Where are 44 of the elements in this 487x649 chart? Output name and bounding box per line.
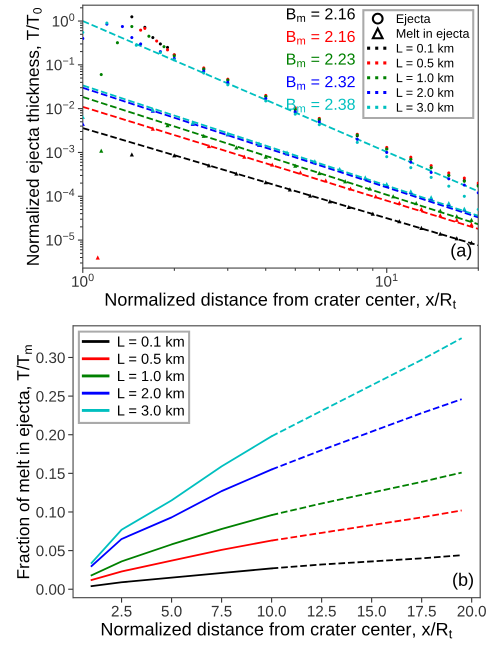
annotation: Ejecta xyxy=(396,14,431,26)
y-tick-label: 0.30 xyxy=(36,352,65,364)
annotation: B$_{m}$ = 2.23 xyxy=(287,53,355,68)
y-axis-title: Fraction of melt in ejecta, T/T$_{m}$ xyxy=(16,345,33,578)
x-tick-label: 7.5 xyxy=(212,606,232,617)
y-tick-label: 10$^{−2}$ xyxy=(46,101,74,114)
legend-label: L = 1.0 km xyxy=(396,73,454,82)
x-tick-label: 10$^{1}$ xyxy=(376,274,398,287)
annotation: B$_{m}$ = 2.16 xyxy=(287,30,355,45)
x-tick-label: 12.5 xyxy=(308,606,336,617)
y-tick-label: 0.25 xyxy=(36,390,65,402)
y-tick-label: 10$^{−1}$ xyxy=(46,57,74,70)
x-axis-title: Normalized distance from crater center, x/R$_{t}$ xyxy=(106,292,456,309)
y-tick-label: 0.20 xyxy=(36,430,65,440)
y-tick-label: 0.00 xyxy=(36,584,65,595)
x-tick-label: 5.0 xyxy=(162,606,182,617)
legend-label: L = 0.5 km xyxy=(396,58,454,68)
annotation: B$_{m}$ = 2.32 xyxy=(287,76,355,90)
annotation: Melt in ejecta xyxy=(396,28,470,40)
legend-label: L = 3.0 km xyxy=(118,404,184,416)
legend-label: L = 1.0 km xyxy=(118,370,184,382)
y-tick-label: 0.15 xyxy=(36,468,65,480)
legend-label: L = 2.0 km xyxy=(396,88,454,98)
x-tick-label: 10.0 xyxy=(258,606,286,617)
y-tick-label: 0.05 xyxy=(36,545,65,556)
x-tick-label: 15.0 xyxy=(358,606,386,617)
x-tick-label: 2.5 xyxy=(112,606,132,617)
y-tick-label: 10$^{−4}$ xyxy=(46,188,74,202)
annotation: (a) xyxy=(451,243,472,260)
x-tick-label: 20.0 xyxy=(458,606,486,617)
legend-label: L = 2.0 km xyxy=(118,388,184,398)
x-tick-label: 17.5 xyxy=(408,606,436,617)
legend-label: L = 0.5 km xyxy=(118,353,184,364)
x-axis-title: Normalized distance from crater center, x/R$_{t}$ xyxy=(102,622,452,638)
legend-label: L = 3.0 km xyxy=(396,102,454,112)
annotation: (b) xyxy=(453,572,473,590)
y-tick-label: 0.10 xyxy=(36,506,65,518)
legend-label: L = 0.1 km xyxy=(396,43,454,53)
legend-label: L = 0.1 km xyxy=(118,336,184,347)
y-tick-label: 10$^{−3}$ xyxy=(46,144,74,158)
annotation: B$_{m}$ = 2.16 xyxy=(287,8,355,22)
y-tick-label: 10$^{0}$ xyxy=(52,13,74,27)
y-tick-label: 10$^{−5}$ xyxy=(46,232,74,246)
y-axis-title: Normalized ejecta thickness, T/T$_{0}$ xyxy=(26,8,42,265)
